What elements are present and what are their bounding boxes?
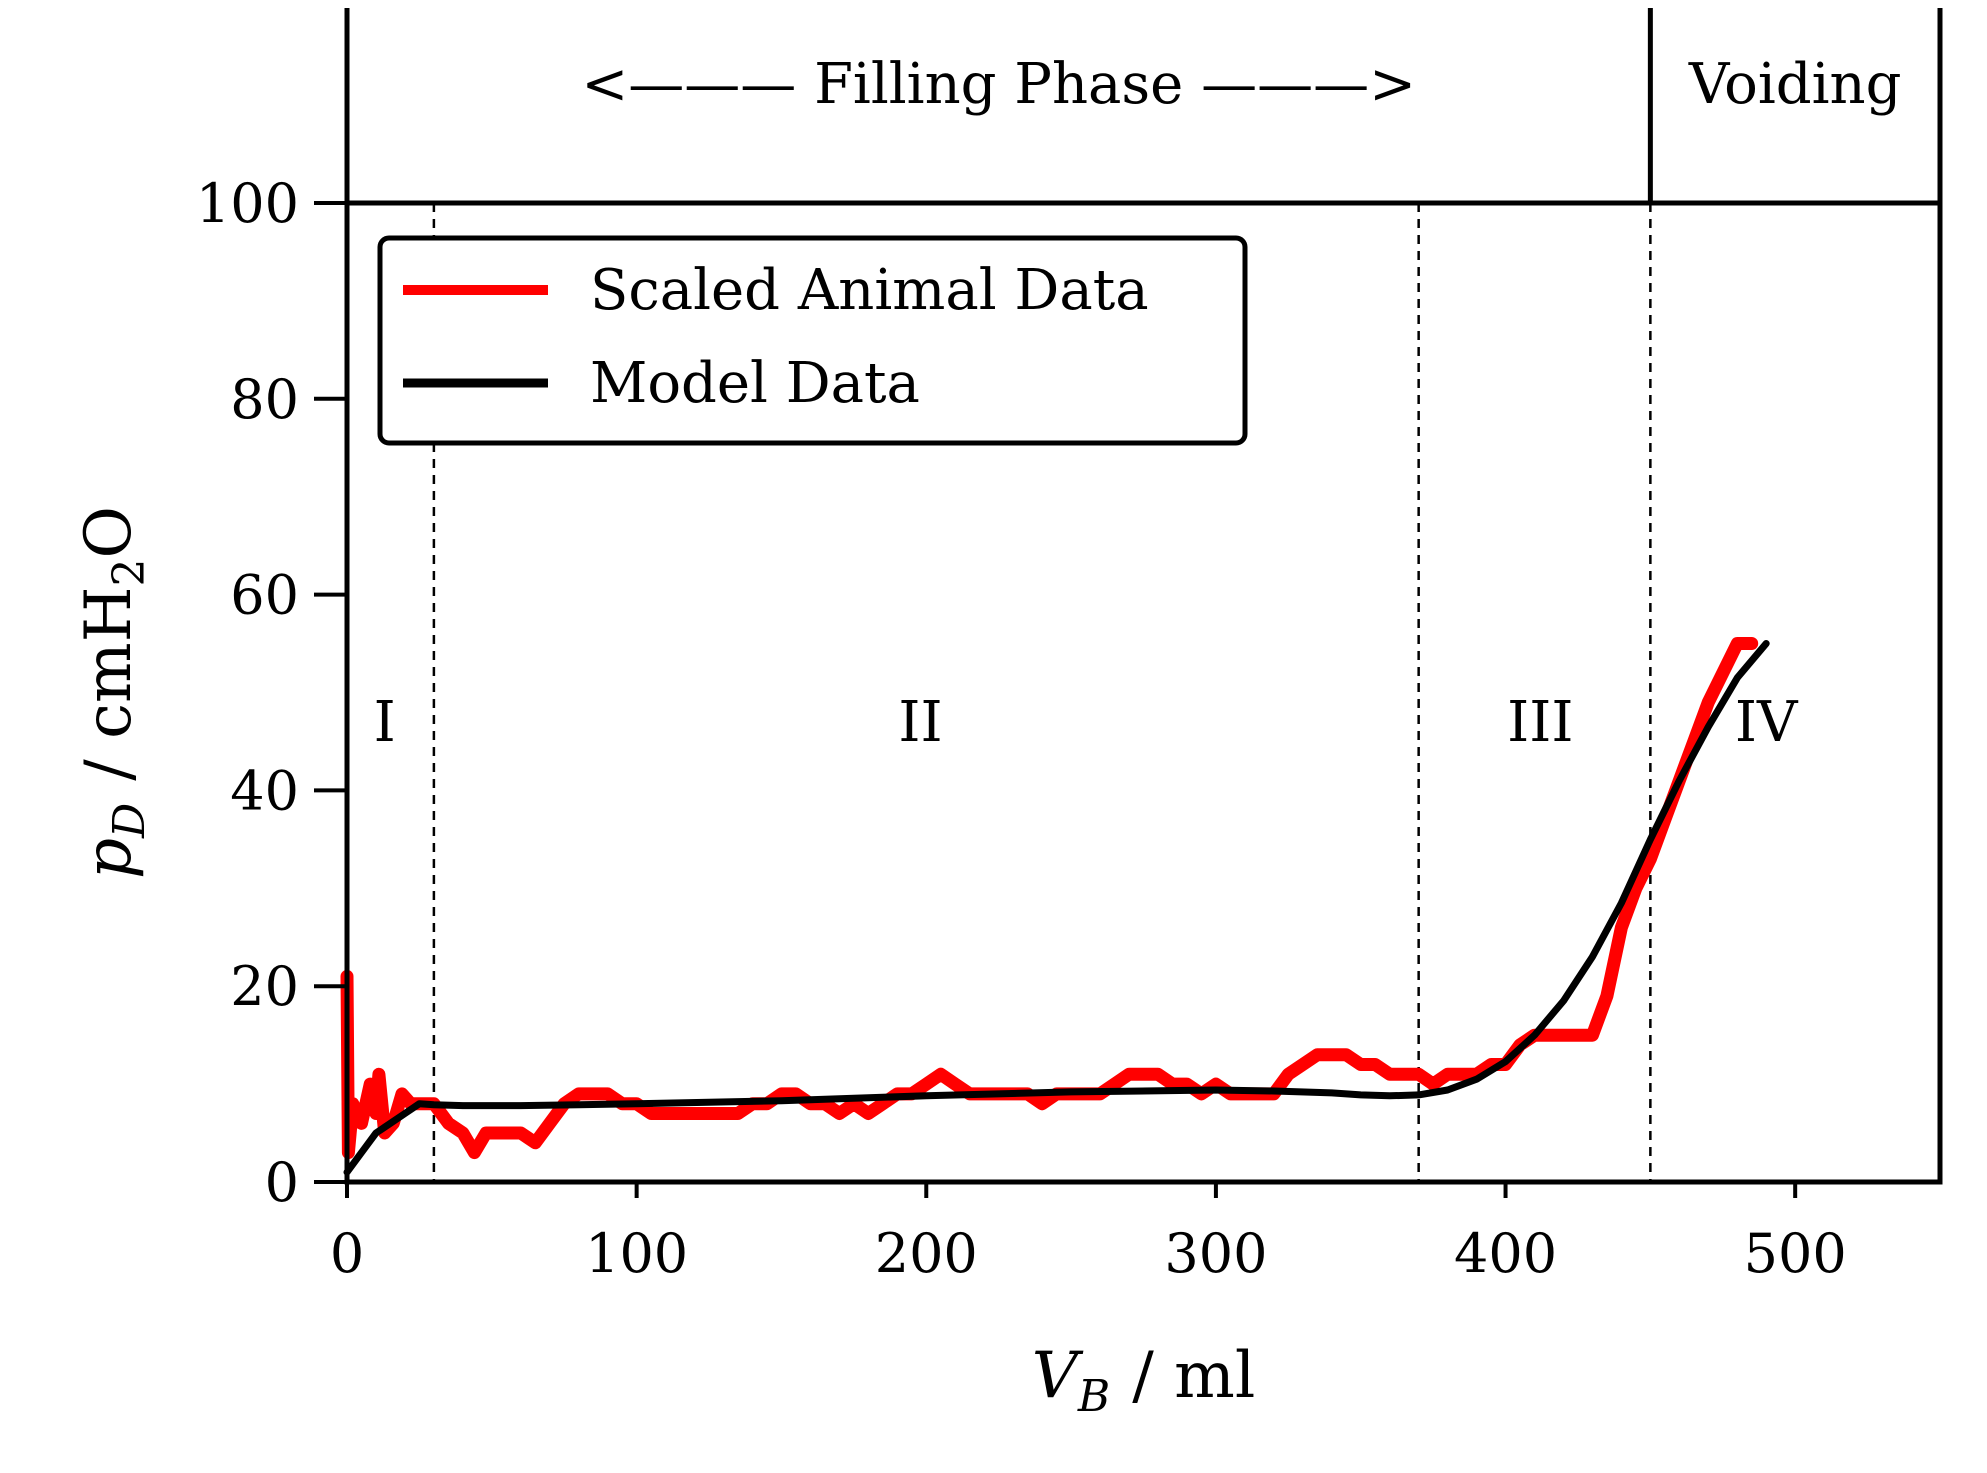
region-label-III: III	[1507, 690, 1573, 755]
annotations: 0 100 200 300 400 500 0 20 40 60 80 100 VB / ml pD / cm…	[72, 8, 1943, 1422]
y-axis-var-sub: D	[104, 803, 155, 839]
legend-label-2: Model Data	[590, 351, 920, 416]
filling-phase-label: <——— Filling Phase ———>	[581, 52, 1416, 117]
y-tick-label-100: 100	[196, 172, 299, 235]
legend: Scaled Animal Data Model Data	[377, 235, 1248, 446]
y-tick-label-40: 40	[230, 759, 299, 822]
x-tick-label-0: 0	[330, 1222, 364, 1285]
x-axis-title: VB / ml	[1032, 1339, 1256, 1422]
x-axis-var-sub: B	[1077, 1371, 1110, 1422]
y-axis-unit-post: O	[72, 506, 146, 558]
y-tick-label-60: 60	[230, 564, 299, 627]
x-tick-label-500: 500	[1744, 1222, 1847, 1285]
legend-label-1: Scaled Animal Data	[590, 258, 1149, 323]
region-label-II: II	[898, 690, 942, 755]
y-tick-label-0: 0	[265, 1151, 299, 1214]
region-label-IV: IV	[1735, 690, 1799, 755]
y-tick-label-20: 20	[230, 955, 299, 1018]
region-label-I: I	[374, 690, 396, 755]
y-tick-label-80: 80	[230, 368, 299, 431]
y-axis-unit-pre: / cmH	[72, 586, 146, 780]
y-axis-var: p	[72, 838, 146, 879]
x-axis-unit: / ml	[1132, 1339, 1255, 1413]
x-tick-label-400: 400	[1454, 1222, 1557, 1285]
y-axis-title: pD / cmH2O	[72, 506, 155, 879]
x-tick-label-200: 200	[875, 1222, 978, 1285]
x-tick-label-100: 100	[585, 1222, 688, 1285]
x-axis-var: V	[1032, 1339, 1084, 1413]
series-line-model-data	[343, 640, 1770, 1176]
y-axis-unit-sub: 2	[104, 558, 155, 586]
legend-box	[377, 235, 1248, 446]
voiding-phase-label: Voiding	[1688, 52, 1902, 117]
x-tick-label-300: 300	[1164, 1222, 1267, 1285]
